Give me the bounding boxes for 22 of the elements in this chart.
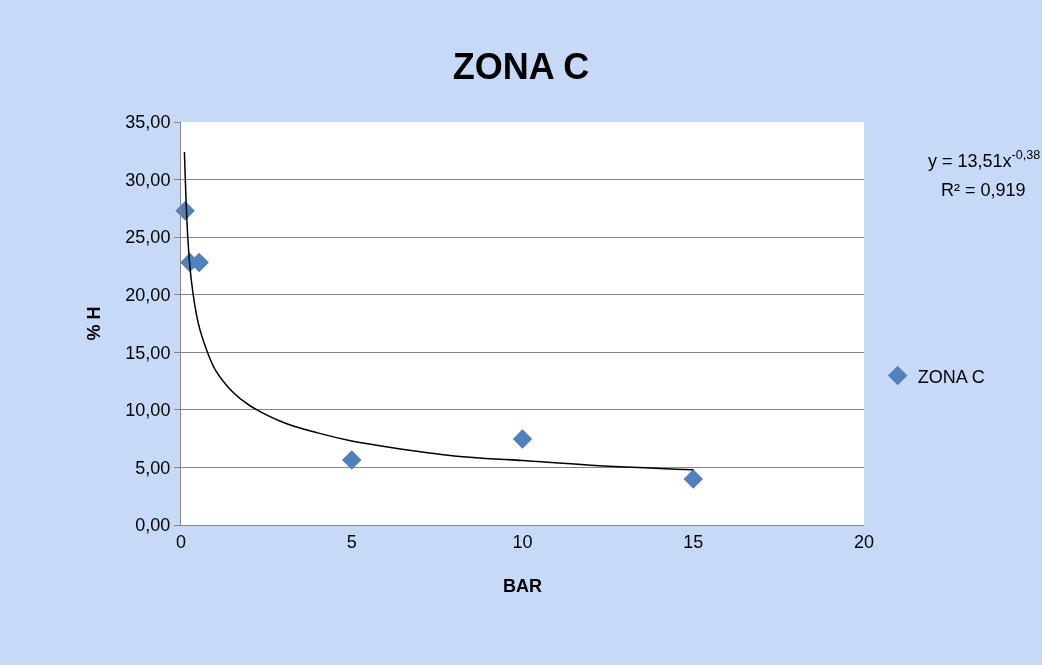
y-tick-label: 10,00 (125, 400, 171, 421)
y-tick-label: 20,00 (125, 285, 171, 306)
chart-title: ZONA C (452, 46, 590, 88)
point (512, 429, 533, 449)
point (342, 450, 362, 470)
text: y = 13,51x$^{-0,38}$ (928, 148, 1041, 171)
legend-label: ZONA C (917, 366, 985, 387)
x-tick-label: 5 (346, 531, 357, 552)
y-tick-label: 15,00 (125, 342, 171, 363)
y-axis-title: % H (83, 306, 104, 341)
x-tick-label: 0 (175, 531, 187, 552)
y-tick-label: 35,00 (125, 112, 171, 133)
x-tick-label: 20 (853, 531, 875, 552)
y-tick-label: 5,00 (135, 457, 171, 478)
x-tick-label: 10 (512, 531, 533, 552)
text: R² = 0,919 (941, 180, 1026, 200)
point (683, 469, 703, 489)
y-tick-label: 30,00 (125, 169, 171, 190)
y-tick-label: 0,00 (135, 515, 171, 536)
x-tick-label: 15 (683, 531, 704, 552)
y-tick-label: 25,00 (125, 227, 171, 248)
x-axis-title: BAR (503, 575, 542, 596)
